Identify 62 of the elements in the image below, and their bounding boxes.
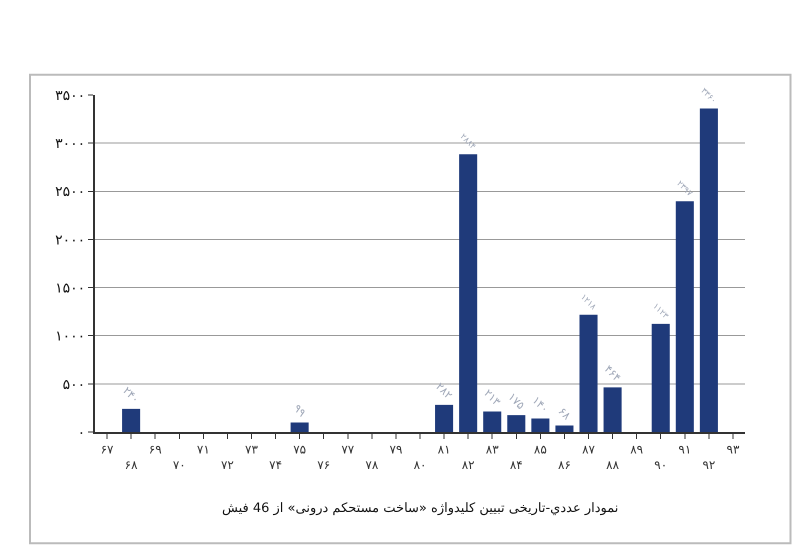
x-tick-label: ۸۹	[630, 442, 644, 456]
y-tick-label: ۳۵۰۰	[55, 88, 86, 104]
x-tick-label: ۸۳	[486, 442, 500, 456]
bar	[507, 415, 526, 432]
x-tick-label: ۹۳	[726, 442, 740, 456]
bar	[435, 404, 454, 432]
x-tick-label: ۷۷	[341, 442, 355, 456]
x-tick-label: ۹۲	[702, 458, 716, 472]
x-tick-label: ۸۱	[438, 442, 451, 456]
data-label: ۱۲۱۸	[578, 292, 599, 312]
x-tick-label: ۸۴	[510, 458, 523, 472]
bar	[604, 387, 622, 432]
x-tick-label: ۹۱	[678, 442, 692, 456]
bar	[676, 201, 694, 432]
x-tick-label: ۸۲	[462, 458, 475, 472]
data-label: ۲۸۸۴	[458, 131, 478, 152]
x-tick-label: ۸۰	[414, 458, 426, 472]
y-tick-label: ۲۰۰۰	[55, 232, 86, 248]
bar	[555, 425, 574, 432]
x-tick-label: ۷۶	[317, 458, 330, 472]
x-tick-label: ۶۹	[148, 442, 162, 456]
data-label: ۲۴۰	[120, 384, 142, 406]
x-tick-label: ۷۴	[269, 458, 282, 472]
y-tick-label: ۱۵۰۰	[55, 280, 86, 296]
data-label: ۶۸	[556, 404, 574, 422]
x-tick-label: ۶۷	[100, 442, 114, 456]
x-tick-label: ۷۸	[365, 458, 379, 472]
bar	[483, 411, 502, 432]
data-label: ۲۱۳	[481, 386, 504, 408]
bar	[122, 408, 140, 432]
data-label: ۴۶۴	[602, 362, 624, 384]
data-label: ۲۸۲	[433, 380, 455, 402]
x-tick-label: ۸۷	[582, 442, 596, 456]
x-tick-label: ۶۸	[124, 458, 138, 472]
x-tick-label: ۷۰	[172, 458, 186, 472]
x-tick-label: ۷۲	[220, 458, 234, 472]
data-label: ۱۷۵	[505, 390, 528, 412]
y-tick-label: ۵۰۰	[62, 376, 86, 393]
y-tick-label: ۲۵۰۰	[55, 184, 86, 200]
y-tick-label: ۰	[78, 424, 86, 441]
y-tick-label: ۳۰۰۰	[55, 136, 86, 152]
bar	[459, 154, 478, 432]
x-tick-label: ۸۸	[606, 458, 620, 472]
bar	[531, 418, 550, 432]
bar	[290, 422, 309, 432]
bar	[700, 108, 718, 432]
data-label: ۱۴۰	[530, 394, 552, 416]
x-tick-label: ۸۶	[558, 458, 571, 472]
text: نمودار عددي-تاریخی تبیین کلیدواژه «ساخت مستحکم درونی» از 46 فیش	[222, 501, 618, 516]
data-label: ۱۱۲۳	[651, 300, 672, 321]
data-label: ۹۹	[290, 402, 308, 420]
x-tick-label: ۹۰	[654, 458, 668, 472]
y-tick-label: ۱۰۰۰	[55, 328, 86, 345]
bar	[579, 314, 598, 432]
x-tick-label: ۷۵	[293, 442, 306, 456]
bar	[652, 324, 670, 432]
x-tick-label: ۷۳	[245, 442, 258, 456]
data-label: ۲۳۹۷	[675, 178, 696, 198]
x-tick-label: ۸۵	[534, 442, 547, 456]
data-label: ۳۳۶۰	[699, 85, 720, 106]
x-tick-label: ۷۹	[389, 442, 402, 456]
x-tick-label: ۷۱	[196, 442, 210, 456]
